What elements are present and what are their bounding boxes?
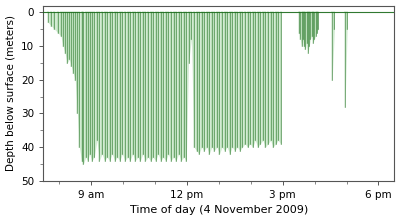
X-axis label: Time of day (4 November 2009): Time of day (4 November 2009) — [130, 206, 308, 215]
Y-axis label: Depth below surface (meters): Depth below surface (meters) — [6, 15, 16, 171]
